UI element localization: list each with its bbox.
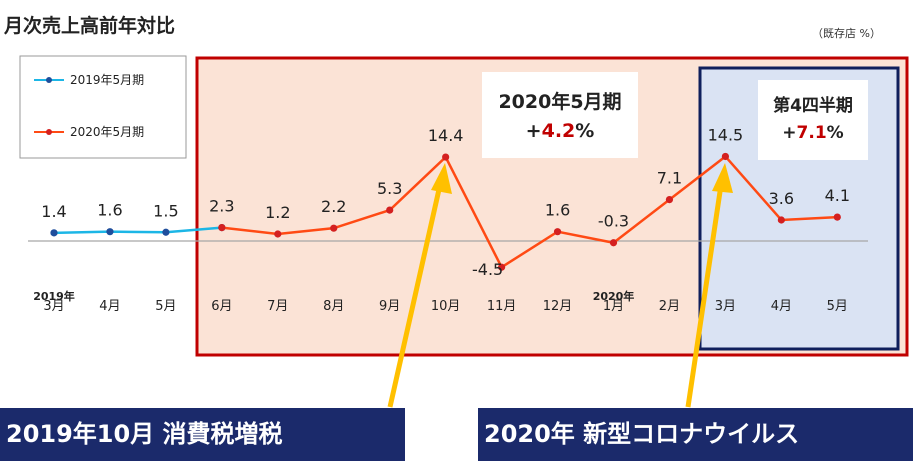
fy-annotation-title: 2020年5月期 [498,90,621,113]
series-line-2020 [221,154,838,270]
series-line-2019 [53,226,222,235]
legend-marker-2020 [46,129,52,135]
data-label: 1.4 [41,202,66,221]
x-tick-label: 10月 [431,299,461,314]
data-point [330,224,338,232]
fy-value-text: 4.2 [542,120,576,142]
data-label: 5.3 [377,179,402,198]
arrow-covid [685,163,733,408]
x-tick-label: 4月 [771,299,792,314]
data-point [274,230,282,238]
data-point [498,263,506,271]
x-tick-label: 4月 [99,299,120,314]
x-tick-label: 7月 [267,299,288,314]
data-label: -0.3 [598,212,629,231]
legend-box [19,55,187,159]
data-label: 14.5 [708,125,744,144]
year-label: 2020年 [593,289,635,303]
x-tick-label: 2月 [659,299,680,314]
data-label: 1.2 [265,203,290,222]
banner-tax-increase-text: 2019年10月 消費税増税 [6,420,283,448]
x-tick-label: 3月 [43,299,64,314]
data-point [106,228,114,236]
x-tick-label: 5月 [827,299,848,314]
data-point [721,152,730,161]
legend-label-2020: 2020年5月期 [70,125,144,139]
unit-note: （既存店 %） [812,26,881,40]
year-label: 2019年 [33,289,75,303]
x-tick-label: 9月 [379,299,400,314]
arrow-head-tax [431,163,452,194]
legend-marker-2019 [46,77,52,83]
data-point [386,206,394,214]
data-label: 2.3 [209,197,234,216]
data-label: 1.6 [97,201,122,220]
fy-annotation-box [482,72,638,158]
data-point [442,153,450,161]
q4-annotation-box [758,80,868,160]
q4-annotation-value: +7.1% [782,123,843,143]
data-label: 2.2 [321,197,346,216]
data-point [665,196,674,204]
data-label: 1.5 [153,201,178,220]
data-point [218,223,226,232]
data-label: 14.4 [428,126,464,145]
x-tick-label: 12月 [543,299,573,314]
data-point [609,239,618,247]
series-layer: 1.4 1.6 1.5 2.3 1.2 2.2 5.3 14.4 -4.5 1.6 -0.3 7.1 1… [41,125,850,279]
x-tick-label: 1月 [603,299,624,314]
fy-annotation-value: +4.2% [526,120,595,142]
chart-title: 月次売上高前年対比 [3,14,175,37]
data-label: 4.1 [825,186,850,205]
data-label: 1.6 [545,201,570,220]
x-tick-label: 11月 [487,299,517,314]
q4-annotation-title: 第4四半期 [773,95,853,116]
data-point [162,228,170,236]
x-axis: 3月 4月 5月 6月 7月 8月 9月 10月 11月 12月 1月 2月 3月 4月 5月 2019年 20… [33,289,848,314]
x-tick-label: 8月 [323,299,344,314]
x-tick-label: 3月 [715,299,736,314]
data-point [50,229,58,237]
data-point [553,228,562,236]
data-label: 7.1 [657,169,682,188]
data-point [777,216,785,224]
banner-covid [478,408,913,461]
q4-value-text: 7.1 [797,123,827,143]
data-label: 3.6 [769,189,794,208]
banner-tax-increase [0,408,405,461]
arrow-tax-increase [387,163,452,408]
data-point [833,213,841,221]
banner-covid-text: 2020年 新型コロナウイルス [484,420,799,448]
data-label: -4.5 [472,260,503,279]
x-tick-label: 5月 [155,299,176,314]
arrow-head-covid [712,163,733,193]
legend-label-2019: 2019年5月期 [70,73,144,87]
x-tick-label: 6月 [211,299,232,314]
